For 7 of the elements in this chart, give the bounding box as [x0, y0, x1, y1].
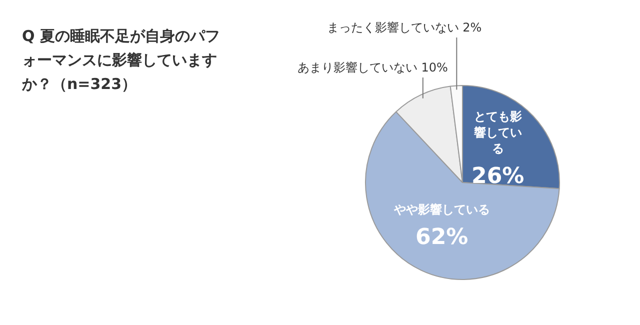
data-label: 62% — [416, 225, 468, 250]
slice-label: まったく影響していない 2% — [326, 20, 482, 35]
text: Q 夏の睡眠不足が自身のパフォーマンスに影響していますか？（n=323） — [22, 26, 221, 95]
slice-label: とても影響している — [474, 109, 522, 156]
slice-label: やや影響している — [392, 202, 490, 217]
data-label: 26% — [472, 164, 524, 190]
slice-label: あまり影響していない 10% — [297, 60, 448, 75]
